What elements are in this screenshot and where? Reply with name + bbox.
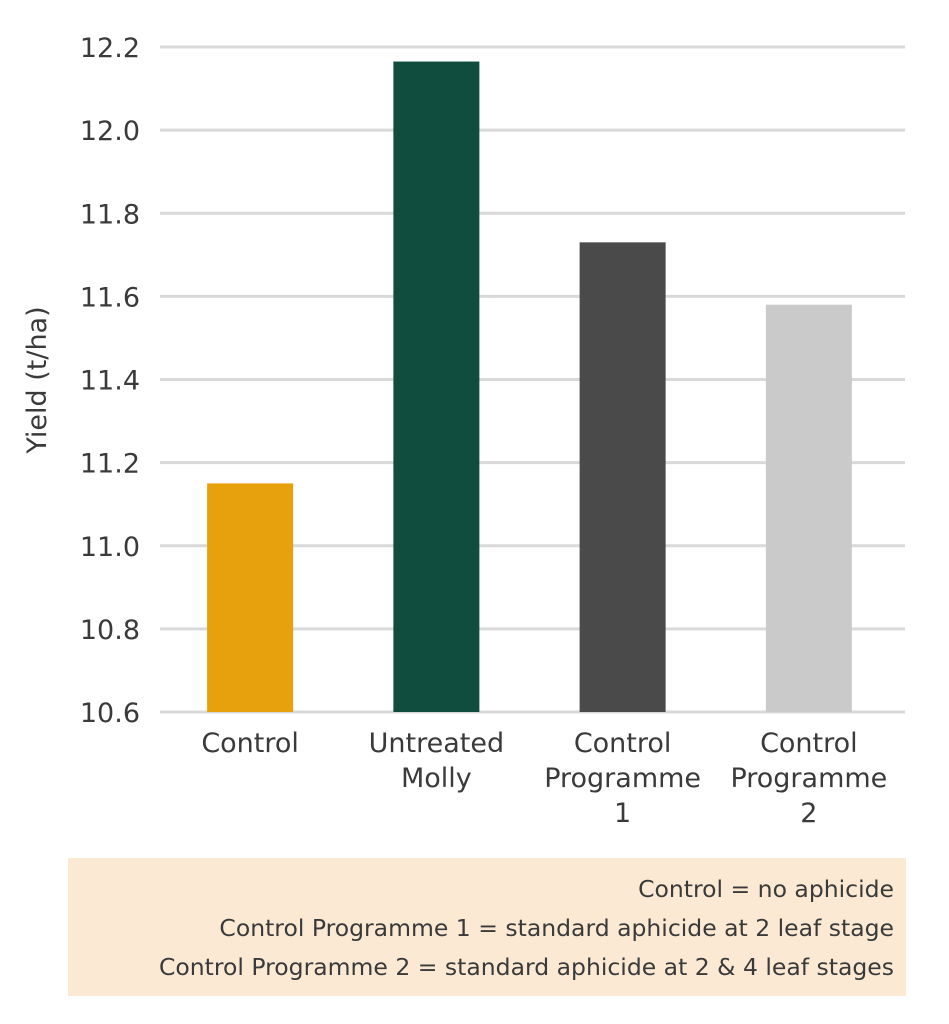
bar — [765, 304, 852, 712]
y-tick-label: 11.8 — [80, 199, 140, 230]
x-category-label-line: Control — [201, 728, 299, 759]
x-category-label: Control Programme 2 — [730, 728, 887, 829]
legend-notes-box: Control = no aphicide Control Programme … — [68, 858, 906, 996]
y-axis-ticks: 12.2 12.0 11.8 11.6 11.4 11.2 11.0 10.8 10.6 — [80, 33, 140, 729]
y-tick-label: 11.2 — [80, 449, 140, 480]
y-tick-label: 10.6 — [80, 698, 140, 729]
y-tick-label: 11.6 — [80, 282, 140, 313]
x-category-label: Untreated Molly — [369, 728, 504, 794]
y-tick-label: 11.4 — [80, 366, 140, 397]
x-category-label-line: Molly — [401, 763, 472, 794]
x-category-label-line: Untreated — [369, 728, 504, 759]
x-category-label-line: Control — [574, 728, 672, 759]
y-tick-label: 11.0 — [80, 532, 140, 563]
note-line: Control Programme 1 = standard aphicide … — [219, 914, 894, 942]
x-category-label-line: Control — [760, 728, 858, 759]
bar — [393, 61, 480, 712]
y-axis-label: Yield (t/ha) — [22, 306, 53, 454]
bar — [207, 483, 294, 712]
yield-bar-chart: 12.2 12.0 11.8 11.6 11.4 11.2 11.0 10.8 10.6 Con… — [22, 33, 905, 829]
y-tick-label: 12.2 — [80, 33, 140, 64]
x-category-label-line: Programme — [544, 763, 701, 794]
x-category-label-line: 2 — [800, 798, 817, 829]
bar — [579, 242, 666, 712]
x-category-label-line: Programme — [730, 763, 887, 794]
note-line: Control Programme 2 = standard aphicide … — [158, 953, 894, 981]
x-category-label-line: 1 — [614, 798, 631, 829]
bars — [207, 61, 852, 712]
y-tick-label: 10.8 — [80, 615, 140, 646]
y-tick-label: 12.0 — [80, 116, 140, 147]
note-line: Control = no aphicide — [638, 875, 894, 903]
x-category-label: Control — [201, 728, 299, 759]
x-category-label: Control Programme 1 — [544, 728, 701, 829]
